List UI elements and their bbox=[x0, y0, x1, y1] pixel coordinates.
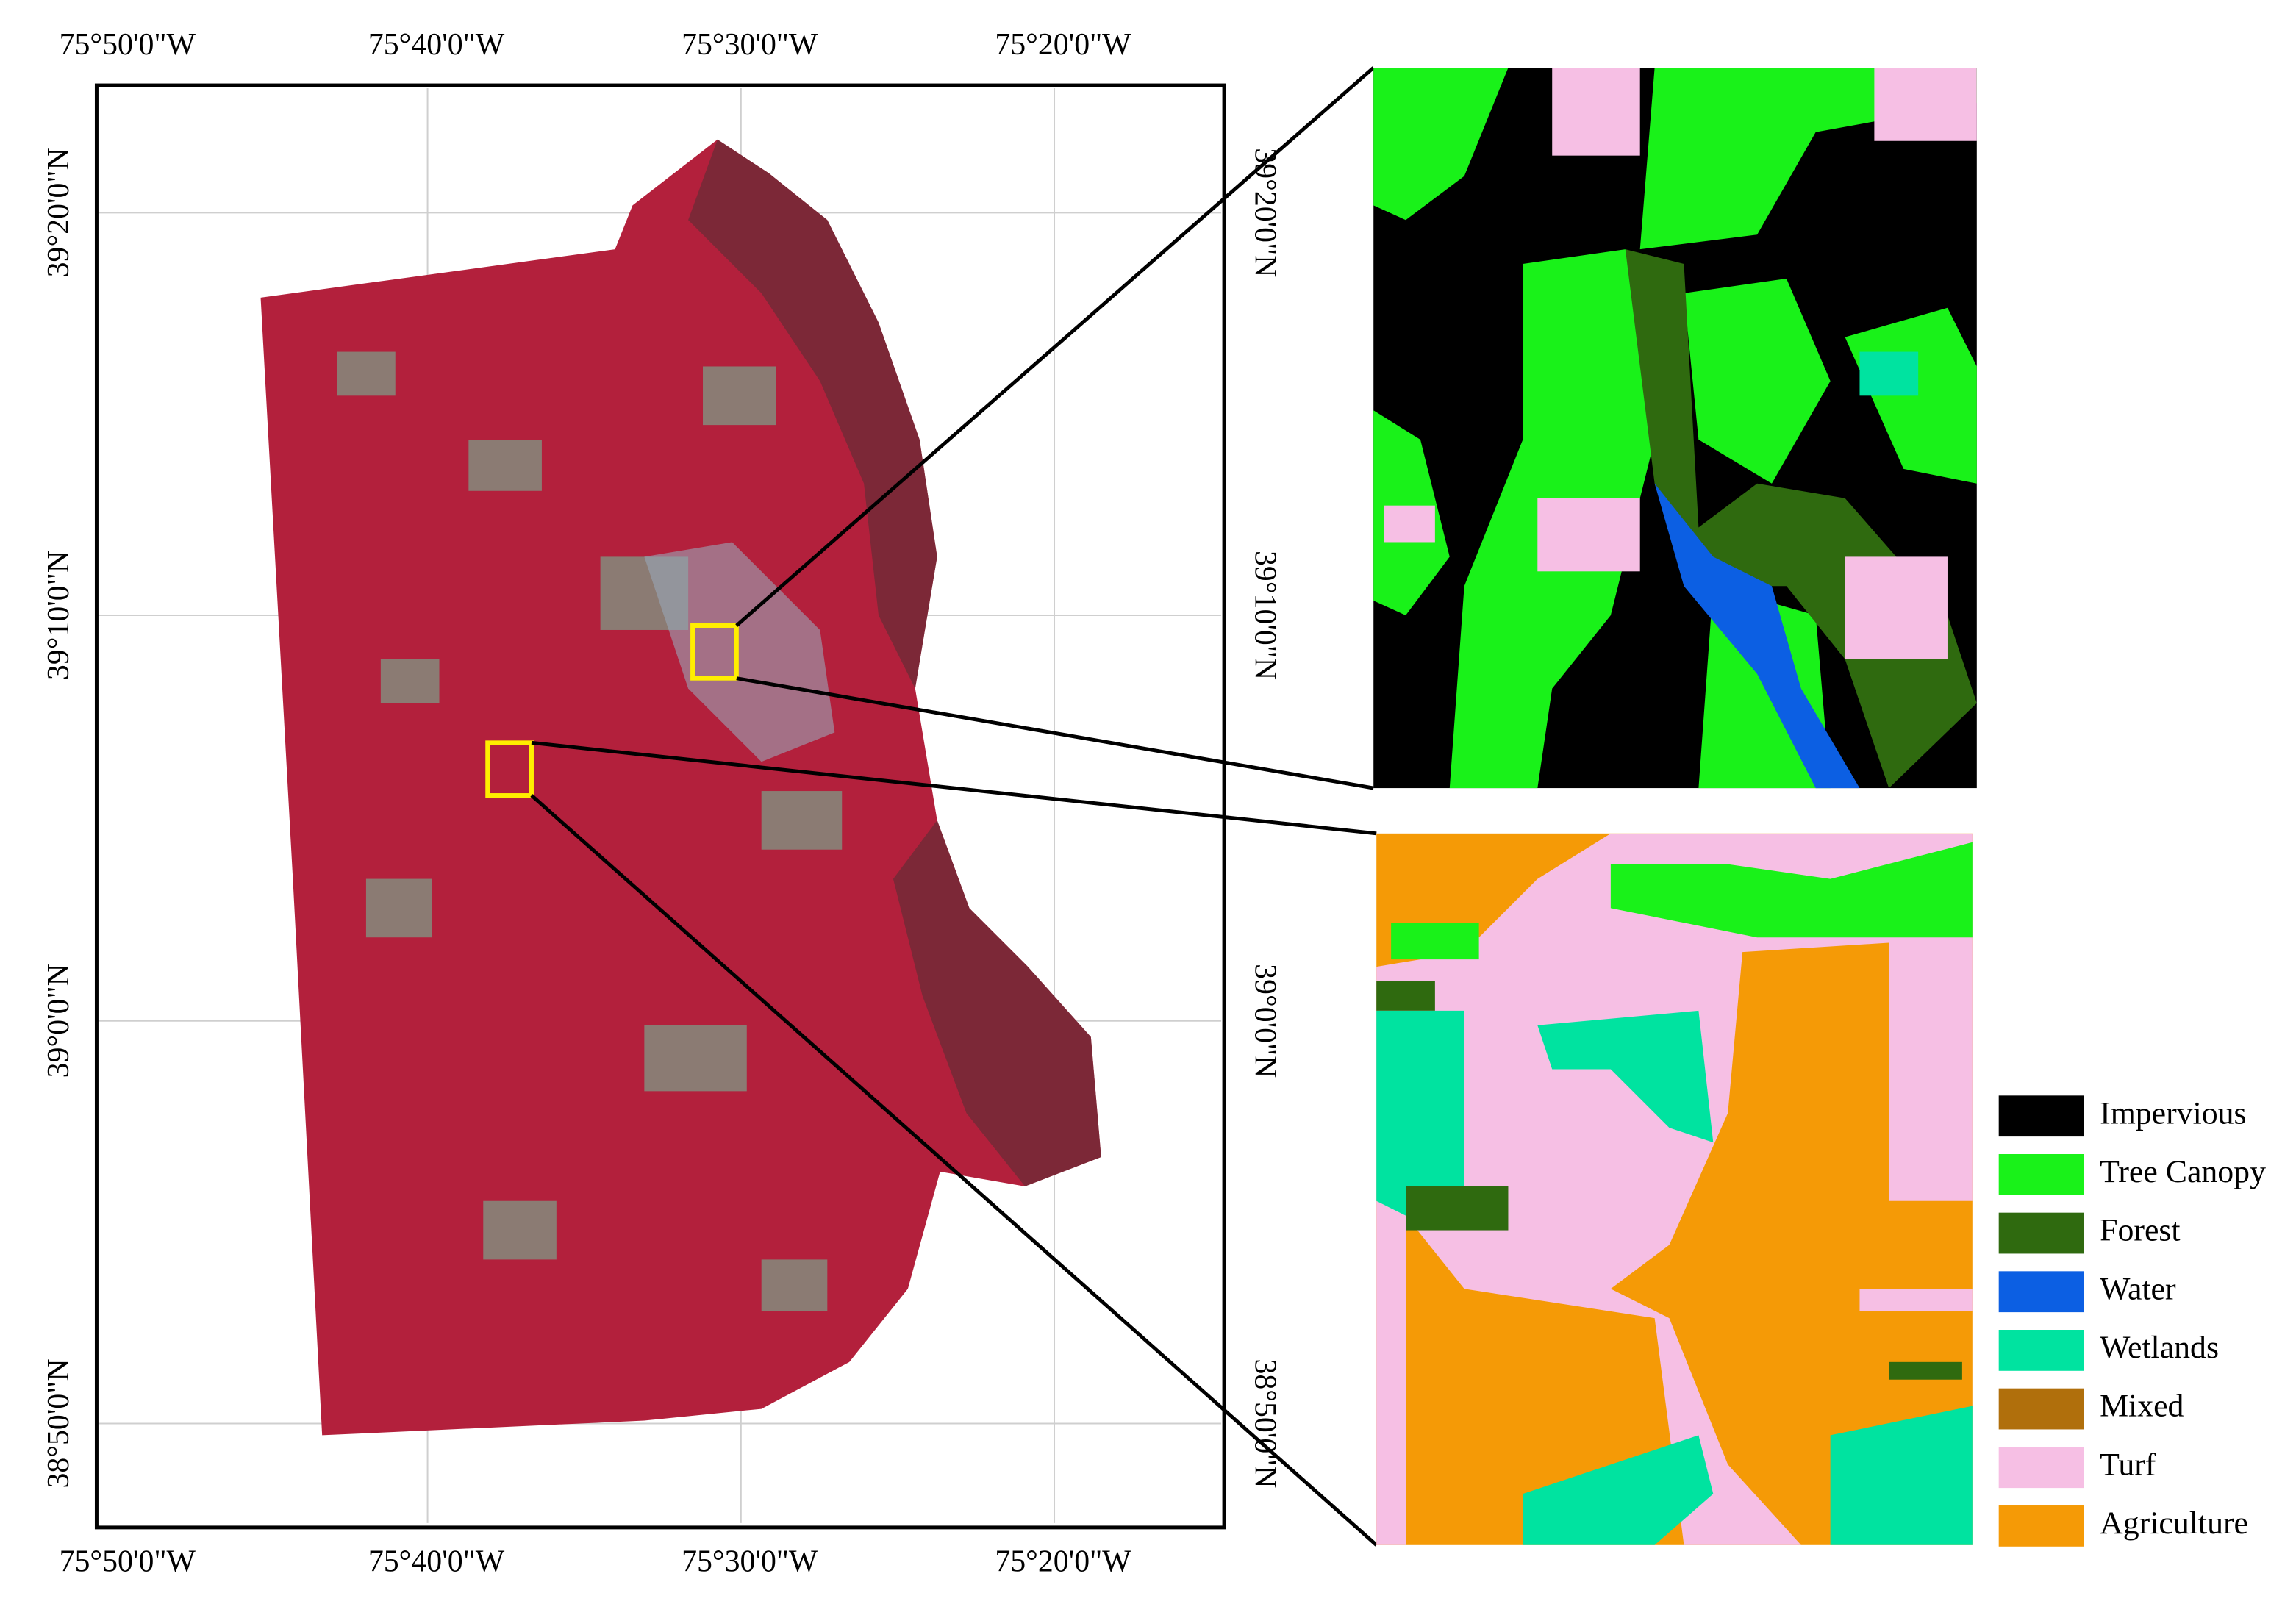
legend: Impervious Tree Canopy Forest Water Wetlands… bbox=[1998, 1095, 2266, 1547]
lat-label-left: 38°50'0"N bbox=[42, 1358, 76, 1488]
connector bbox=[735, 66, 1375, 627]
field bbox=[337, 351, 396, 396]
lon-label-bottom: 75°50'0"W bbox=[60, 1544, 196, 1578]
satellite-image bbox=[260, 139, 1101, 1436]
legend-swatch bbox=[1998, 1271, 2084, 1313]
inset-top bbox=[1373, 68, 1977, 789]
lon-label-bottom: 75°30'0"W bbox=[682, 1544, 818, 1578]
patch bbox=[1889, 937, 1973, 1201]
field bbox=[468, 440, 542, 491]
tree-canopy-patch bbox=[1391, 923, 1479, 960]
wetland-patches bbox=[1376, 1010, 1973, 1545]
study-box bbox=[690, 623, 739, 681]
lon-label-bottom: 75°20'0"W bbox=[995, 1544, 1131, 1578]
tree-canopy-patch bbox=[1610, 842, 1973, 938]
patch bbox=[1537, 1010, 1714, 1143]
lat-label-right: 39°20'0"N bbox=[1248, 148, 1281, 277]
lon-label-top: 75°30'0"W bbox=[682, 28, 818, 62]
patch bbox=[1376, 1010, 1464, 1216]
lon-label-top: 75°50'0"W bbox=[60, 28, 196, 62]
marsh-area bbox=[893, 820, 1101, 1186]
turf-patches bbox=[1376, 833, 1973, 1545]
map-frame bbox=[94, 83, 1226, 1530]
wetland-patch bbox=[1859, 351, 1919, 396]
patch bbox=[1684, 278, 1831, 484]
lat-label-right: 39°10'0"N bbox=[1248, 551, 1281, 680]
patch bbox=[1552, 68, 1640, 156]
patch bbox=[1384, 505, 1435, 543]
patch bbox=[1537, 498, 1640, 572]
inset-bottom bbox=[1376, 833, 1973, 1545]
lat-label-left: 39°0'0"N bbox=[42, 964, 76, 1078]
patch bbox=[1376, 981, 1435, 1011]
study-box bbox=[485, 740, 534, 798]
legend-swatch bbox=[1998, 1505, 2084, 1547]
legend-label: Agriculture bbox=[2100, 1505, 2248, 1541]
legend-label: Wetlands bbox=[2100, 1330, 2219, 1365]
patch bbox=[1373, 68, 1509, 221]
legend-label: Mixed bbox=[2100, 1389, 2184, 1424]
legend-swatch bbox=[1998, 1330, 2084, 1371]
connector bbox=[531, 740, 1377, 836]
patch bbox=[1406, 1186, 1509, 1231]
field bbox=[761, 791, 843, 850]
lon-label-top: 75°40'0"W bbox=[368, 28, 505, 62]
field bbox=[703, 366, 776, 426]
lon-label-top: 75°20'0"W bbox=[995, 28, 1131, 62]
lat-label-right: 38°50'0"N bbox=[1248, 1358, 1281, 1488]
connector bbox=[530, 794, 1378, 1547]
field bbox=[761, 1259, 828, 1311]
lat-label-right: 39°0'0"N bbox=[1248, 964, 1281, 1078]
patch bbox=[1859, 1289, 1973, 1311]
turf-patches bbox=[1384, 68, 1977, 659]
urban-area bbox=[644, 542, 835, 762]
lat-label-left: 39°10'0"N bbox=[42, 551, 76, 680]
legend-label: Forest bbox=[2100, 1213, 2181, 1248]
connector bbox=[736, 676, 1374, 790]
legend-label: Impervious bbox=[2100, 1095, 2246, 1131]
lon-label-bottom: 75°40'0"W bbox=[368, 1544, 505, 1578]
marsh-area bbox=[688, 139, 937, 689]
legend-swatch bbox=[1998, 1212, 2084, 1254]
legend-swatch bbox=[1998, 1095, 2084, 1137]
legend-label: Water bbox=[2100, 1271, 2176, 1306]
patch bbox=[1523, 1435, 1714, 1545]
field bbox=[365, 878, 432, 938]
forest-patches bbox=[1376, 981, 1962, 1380]
patch bbox=[1830, 1406, 1973, 1545]
water-patch bbox=[1654, 483, 1860, 789]
legend-swatch bbox=[1998, 1388, 2084, 1430]
field bbox=[380, 659, 440, 703]
legend-swatch bbox=[1998, 1447, 2084, 1489]
county-area bbox=[260, 139, 1101, 1436]
legend-swatch bbox=[1998, 1154, 2084, 1195]
patch bbox=[1376, 833, 1973, 1545]
legend-label: Turf bbox=[2100, 1447, 2156, 1482]
patch bbox=[1845, 556, 1948, 659]
connectors bbox=[530, 66, 1378, 1547]
field bbox=[483, 1200, 557, 1260]
lat-label-left: 39°20'0"N bbox=[42, 148, 76, 277]
axis-labels: 75°50'0"W 75°40'0"W 75°30'0"W 75°20'0"W 75°5… bbox=[42, 28, 1281, 1578]
patch bbox=[1889, 1361, 1962, 1380]
patch bbox=[1874, 68, 1977, 141]
legend-label: Tree Canopy bbox=[2100, 1154, 2266, 1189]
field bbox=[644, 1025, 747, 1092]
